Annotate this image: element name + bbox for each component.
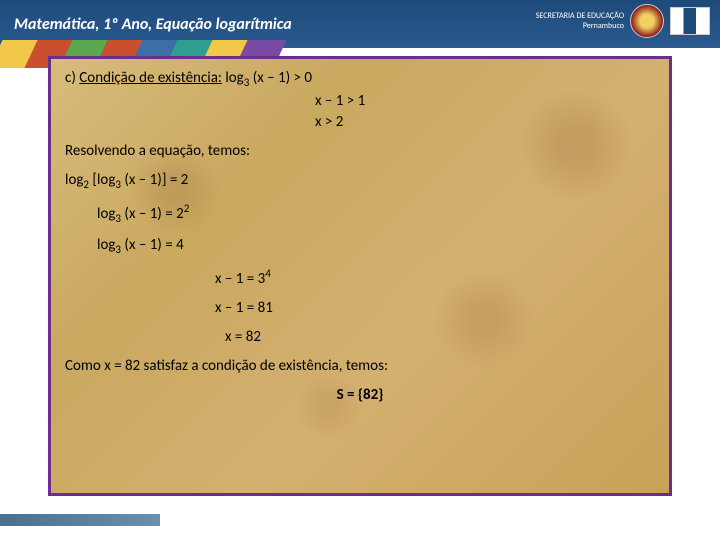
logo-text: SECRETARIA DE EDUCAÇÃO Pernambuco [536,11,624,31]
eq5: x – 1 = 81 [65,299,655,317]
logo-state: Pernambuco [536,21,624,31]
seal-icon [630,4,664,38]
logo-label: SECRETARIA DE EDUCAÇÃO [536,11,624,21]
content-box: c) Condição de existência: log3 (x – 1) … [48,56,672,496]
cond-label: c) [65,69,79,87]
cond-arg: (x – 1) > 0 [249,69,312,87]
eq3: log3 (x – 1) = 4 [65,236,655,256]
eq2: log3 (x – 1) = 22 [65,202,655,225]
flag-icon [670,7,710,35]
bottom-bar [0,514,160,526]
logo-area: SECRETARIA DE EDUCAÇÃO Pernambuco [536,4,710,38]
step1: x – 1 > 1 [65,92,655,110]
eq1: log2 [log3 (x – 1)] = 2 [65,171,655,191]
conclusion: Como x = 82 satisfaz a condição de exist… [65,357,655,375]
cond-expr: log [222,69,244,87]
cond-text: Condição de existência: [79,69,222,87]
eq4: x – 1 = 34 [65,267,655,288]
eq6: x = 82 [65,328,655,346]
header-title: Matemática, 1º Ano, Equação logarítmica [14,15,292,34]
resolv: Resolvendo a equação, temos: [65,142,655,160]
step2: x > 2 [65,113,655,131]
solution: S = {82} [65,386,655,404]
condition-line: c) Condição de existência: log3 (x – 1) … [65,69,655,89]
